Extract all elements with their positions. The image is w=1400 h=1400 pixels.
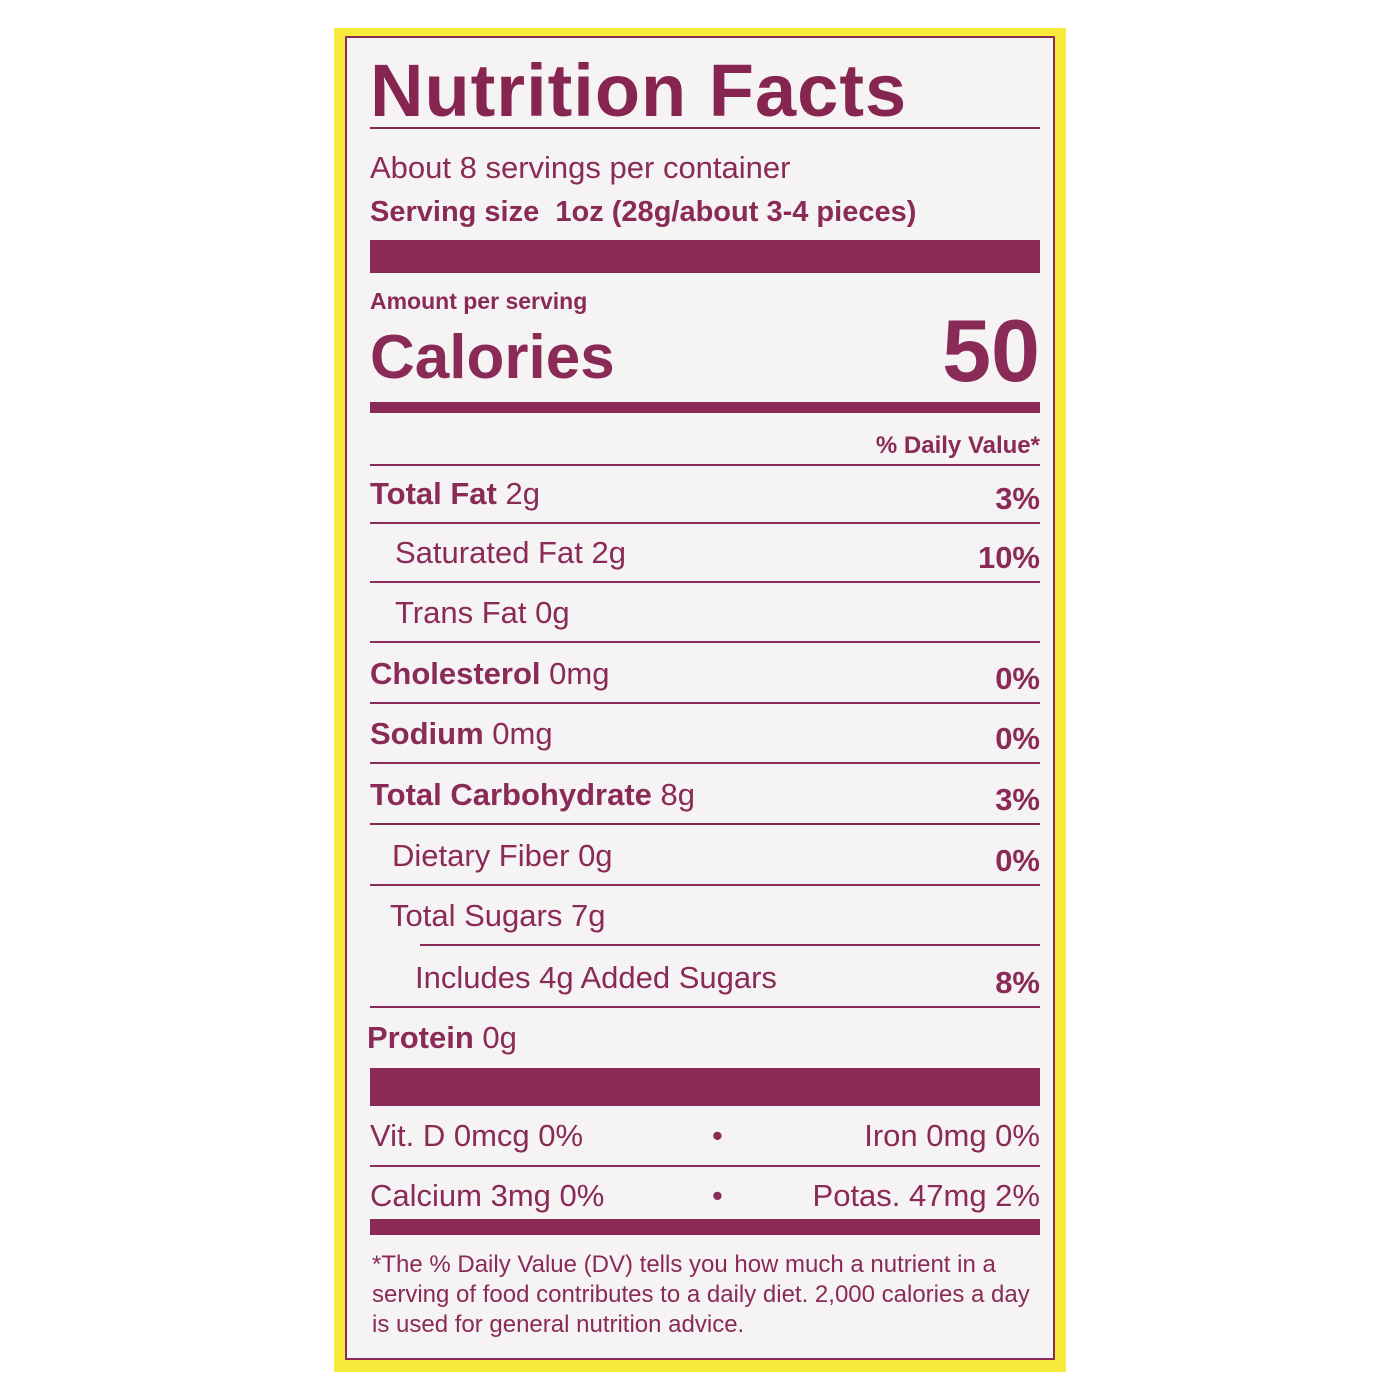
separator-dot: • bbox=[712, 1118, 723, 1153]
nutrient-row: Total Fat 2g bbox=[370, 476, 540, 512]
nutrient-name: Includes 4g Added Sugars bbox=[415, 960, 777, 995]
nutrient-name: Sodium bbox=[370, 716, 484, 751]
vitamin-d: Vit. D 0mcg 0% bbox=[370, 1118, 584, 1153]
nutrient-amount: 2g bbox=[591, 535, 626, 570]
nutrient-row: Sodium 0mg bbox=[370, 716, 553, 752]
nutrient-row: Cholesterol 0mg bbox=[370, 656, 609, 692]
footnote: *The % Daily Value (DV) tells you how mu… bbox=[372, 1251, 1030, 1338]
nutrient-amount: 7g bbox=[570, 898, 606, 933]
nutrient-amount: 0g bbox=[535, 595, 570, 630]
servings-per-container: About 8 servings per container bbox=[370, 150, 791, 185]
divider bbox=[370, 1165, 1040, 1167]
divider bbox=[370, 823, 1040, 825]
divider bbox=[370, 464, 1040, 466]
medium-divider bbox=[370, 402, 1040, 413]
nutrient-row: Saturated Fat 2g bbox=[395, 535, 626, 571]
daily-value-percent: 8% bbox=[995, 965, 1040, 1000]
daily-value-percent: 0% bbox=[995, 721, 1040, 756]
divider bbox=[370, 127, 1040, 129]
potassium: Potas. 47mg 2% bbox=[812, 1178, 1040, 1213]
medium-divider bbox=[370, 1219, 1040, 1235]
daily-value-percent: 0% bbox=[995, 661, 1040, 696]
nutrient-row: Total Carbohydrate 8g bbox=[370, 777, 695, 813]
iron: Iron 0mg 0% bbox=[864, 1118, 1040, 1153]
nutrient-name: Cholesterol bbox=[370, 656, 541, 691]
divider bbox=[370, 581, 1040, 583]
daily-value-percent: 0% bbox=[995, 843, 1040, 878]
calories-value: 50 bbox=[942, 301, 1040, 400]
nutrient-row: Protein 0g bbox=[367, 1020, 517, 1056]
divider bbox=[420, 944, 1040, 946]
serving-size-label: Serving size bbox=[370, 196, 540, 228]
nutrient-name: Saturated Fat bbox=[395, 535, 583, 570]
nutrient-amount: 0mg bbox=[549, 656, 610, 691]
nutrient-amount: 0g bbox=[482, 1020, 517, 1055]
nutrient-name: Dietary Fiber bbox=[392, 838, 570, 873]
nutrient-amount: 2g bbox=[505, 476, 540, 511]
nutrition-label bbox=[345, 36, 1055, 1360]
daily-value-percent: 10% bbox=[977, 540, 1040, 575]
thick-divider bbox=[370, 1068, 1040, 1106]
nutrient-row: Dietary Fiber 0g bbox=[392, 838, 613, 874]
nutrient-amount: 0g bbox=[578, 838, 613, 873]
nutrient-row: Total Sugars 7g bbox=[390, 898, 605, 934]
divider bbox=[370, 522, 1040, 524]
label-title: Nutrition Facts bbox=[370, 49, 908, 132]
serving-size: Serving size 1oz (28g/about 3-4 pieces) bbox=[370, 196, 916, 229]
calcium: Calcium 3mg 0% bbox=[370, 1178, 605, 1213]
nutrient-row: Includes 4g Added Sugars bbox=[415, 960, 777, 996]
amount-per-serving: Amount per serving bbox=[370, 288, 588, 314]
nutrient-name: Total Fat bbox=[370, 476, 497, 511]
nutrient-amount: 0mg bbox=[492, 716, 553, 751]
divider bbox=[370, 762, 1040, 764]
daily-value-percent: 3% bbox=[995, 782, 1040, 817]
separator-dot: • bbox=[712, 1178, 723, 1213]
divider bbox=[370, 702, 1040, 704]
nutrient-name: Total Sugars bbox=[390, 898, 563, 933]
nutrient-name: Trans Fat bbox=[395, 595, 527, 630]
nutrient-name: Total Carbohydrate bbox=[370, 777, 652, 812]
nutrient-name: Protein bbox=[367, 1020, 474, 1055]
divider bbox=[370, 641, 1040, 643]
thick-divider bbox=[370, 240, 1040, 273]
serving-size-value: 1oz (28g/about 3-4 pieces) bbox=[555, 196, 917, 228]
daily-value-percent: 3% bbox=[995, 481, 1040, 516]
divider bbox=[370, 1006, 1040, 1008]
nutrient-row: Trans Fat 0g bbox=[395, 595, 570, 631]
calories-label: Calories bbox=[370, 323, 615, 392]
divider bbox=[370, 884, 1040, 886]
nutrient-amount: 8g bbox=[660, 777, 696, 812]
daily-value-header: % Daily Value* bbox=[875, 432, 1040, 459]
